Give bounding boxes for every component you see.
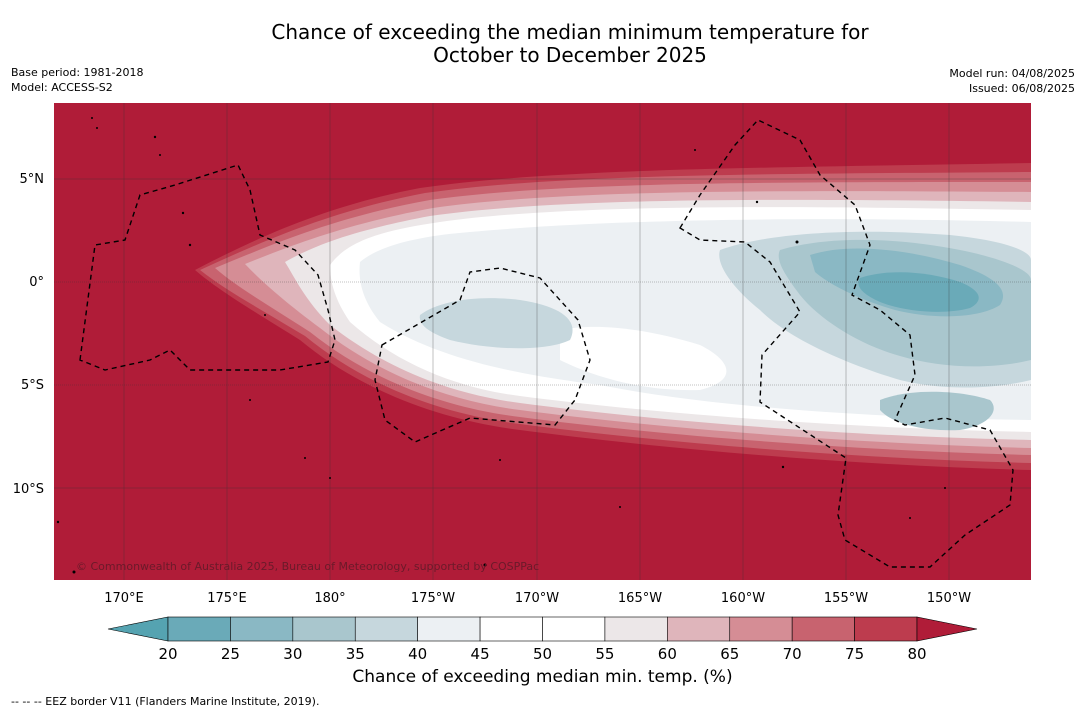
meta-left: Base period: 1981-2018 Model: ACCESS-S2 [11,65,143,95]
lon-label-155w: 155°W [824,591,868,606]
map-title: Chance of exceeding the median minimum t… [0,21,1085,67]
lon-label-175e: 175°E [207,591,247,606]
colorbar-tick-label: 50 [533,645,552,663]
colorbar-tick-label: 45 [471,645,490,663]
lon-label-170w: 170°W [515,591,559,606]
lon-label-160w: 160°W [721,591,765,606]
eez-borders [79,119,1014,568]
colorbar-tick-label: 70 [783,645,802,663]
colorbar-tick-label: 75 [845,645,864,663]
islands [56,117,946,574]
colorbar-extend-high [916,616,978,642]
colorbar-tick-label: 60 [658,645,677,663]
eez-kiribati-line [679,119,1014,568]
meta-right: Model run: 04/08/2025 Issued: 06/08/2025 [949,66,1075,96]
lon-label-165w: 165°W [618,591,662,606]
colorbar-extend-low [107,616,169,642]
colorbar-tick-label: 40 [408,645,427,663]
colorbar-tick-label: 80 [907,645,926,663]
eez-footnote: -- -- -- EEZ border V11 (Flanders Marine… [11,695,320,708]
lon-label-180: 180° [314,591,345,606]
issued-date: Issued: 06/08/2025 [968,82,1075,95]
colorbar-tick-label: 30 [283,645,302,663]
colorbar-swatch [354,616,418,642]
lon-labels: 170°E 175°E 180° 175°W 170°W 165°W 160°W… [104,591,971,606]
colorbar-swatch [167,616,231,642]
colorbar-tick-label: 25 [221,645,240,663]
colorbar-swatch [479,616,543,642]
lat-label-0: 0° [29,275,44,290]
lat-labels: 5°N 0° 5°S 10°S [13,172,44,497]
colorbar-tick-label: 65 [720,645,739,663]
map-panel: © Commonwealth of Australia 2025, Bureau… [54,103,1031,580]
lon-label-150w: 150°W [927,591,971,606]
lat-label-10s: 10°S [13,482,44,497]
colorbar-swatch [417,616,481,642]
title-line-1: Chance of exceeding the median minimum t… [271,20,869,44]
lat-label-5s: 5°S [21,378,44,393]
colorbar-swatch [292,616,356,642]
model-name: Model: ACCESS-S2 [11,81,113,94]
colorbar-tick-label: 20 [158,645,177,663]
colorbar-title: Chance of exceeding median min. temp. (%… [352,667,733,687]
colorbar [107,616,978,642]
lon-label-175w: 175°W [411,591,455,606]
graticule [54,103,1031,580]
colorbar-tick-labels: 20 25 30 35 40 45 50 55 60 65 70 75 80 [158,645,926,663]
base-period: Base period: 1981-2018 [11,66,144,79]
lat-label-5n: 5°N [20,172,45,187]
colorbar-swatch [542,616,606,642]
colorbar-swatch [604,616,668,642]
colorbar-tick-label: 35 [346,645,365,663]
copyright-notice: © Commonwealth of Australia 2025, Bureau… [76,560,539,573]
colorbar-swatch [854,616,918,642]
title-line-2: October to December 2025 [433,43,707,67]
lon-label-170e: 170°E [104,591,144,606]
contour-30-south [880,391,994,431]
colorbar-swatch [667,616,731,642]
contour-35-west [419,298,573,349]
colorbar-swatch [729,616,793,642]
eez-tuvalu [79,164,336,371]
contour-45-patch [560,326,727,391]
eez-kiribati-phoenix [374,267,591,443]
colorbar-swatch [791,616,855,642]
model-run: Model run: 04/08/2025 [949,67,1075,80]
colorbar-tick-label: 55 [595,645,614,663]
colorbar-swatch [230,616,294,642]
